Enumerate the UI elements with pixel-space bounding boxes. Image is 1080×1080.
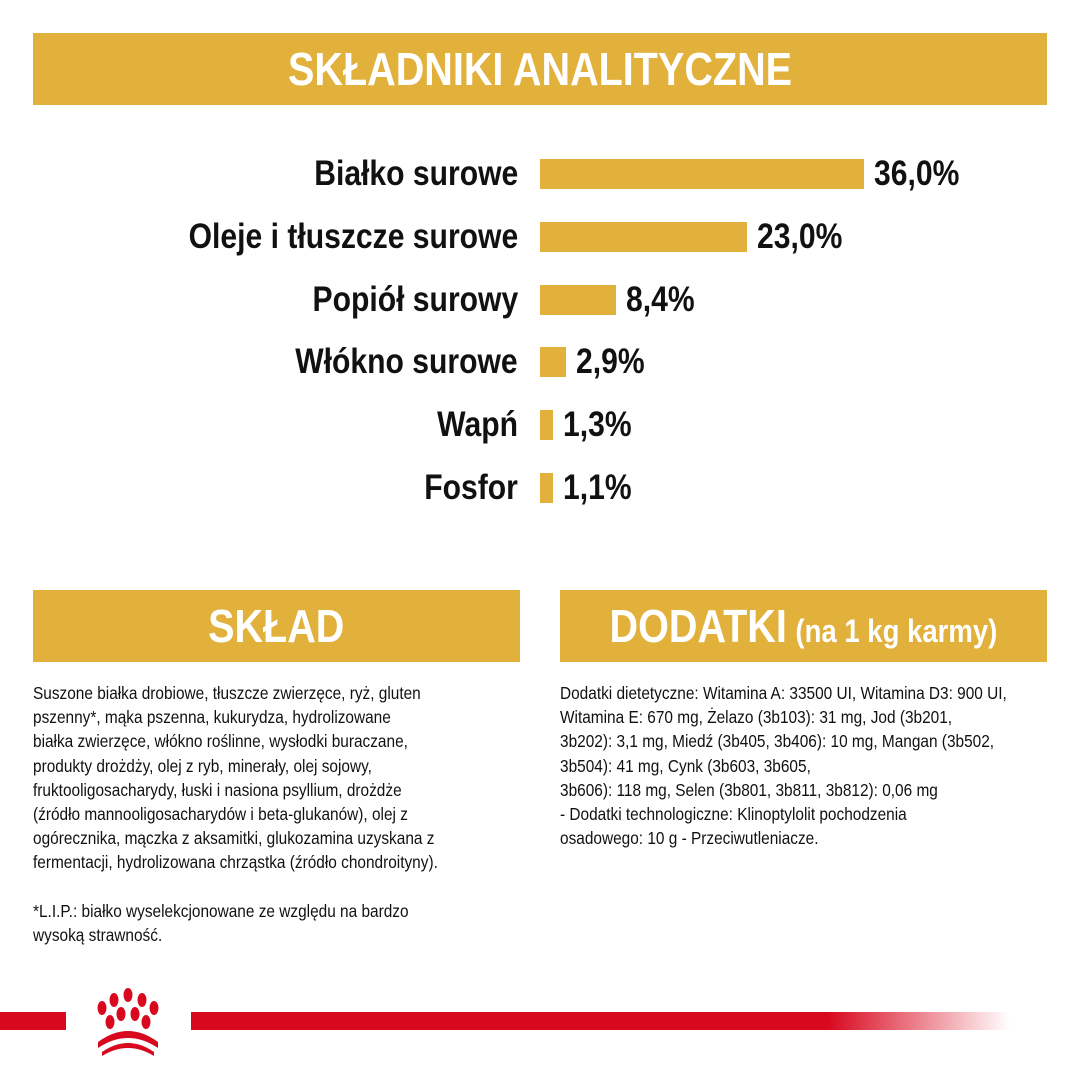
bar [540, 284, 616, 315]
bar [540, 410, 553, 441]
value-label: 8,4% [625, 279, 695, 319]
chart-row: Oleje i tłuszcze surowe 23,0% [0, 217, 1080, 257]
bar [540, 159, 864, 189]
value-label: 2,9% [576, 342, 645, 382]
composition-text: Suszone białka drobiowe, tłuszcze zwierz… [33, 681, 438, 875]
category-label: Wapń [437, 405, 518, 445]
category-label: Fosfor [424, 468, 518, 507]
value-label: 1,1% [563, 468, 632, 507]
composition-footnote: *L.I.P.: białko wyselekcjonowane ze wzgl… [33, 899, 409, 947]
bar [540, 473, 553, 503]
additives-title-wrap: DODATKI (na 1 kg karmy) [610, 599, 998, 653]
value-label: 23,0% [757, 216, 843, 256]
royal-canin-logo-icon [66, 982, 191, 1058]
text-line: Suszone białka drobiowe, tłuszcze zwierz… [33, 683, 421, 703]
additives-subtitle: (na 1 kg karmy) [795, 613, 998, 649]
value-label: 36,0% [874, 154, 960, 193]
additives-header: DODATKI (na 1 kg karmy) [560, 590, 1047, 662]
chart-row: Fosfor 1,1% [0, 468, 1080, 508]
value-label: 1,3% [563, 405, 632, 445]
text-line: fruktooligosacharydy, łuski i nasiona ps… [33, 779, 402, 800]
text-line: produkty drożdży, olej z ryb, minerały, … [33, 755, 372, 776]
composition-title: SKŁAD [208, 600, 345, 652]
text-line: pszenny*, mąka pszenna, kukurydza, hydro… [33, 707, 391, 728]
chart-row: Popiół surowy 8,4% [0, 280, 1080, 320]
text-line: fermentacji, hydrolizowana chrząstka (źr… [33, 852, 438, 873]
text-line: (źródło mannooligosacharydów i beta-gluk… [33, 803, 408, 824]
category-label: Białko surowe [313, 154, 518, 193]
composition-header: SKŁAD [33, 590, 520, 662]
additives-title: DODATKI [609, 600, 787, 652]
text-line: Dodatki dietetyczne: Witamina A: 33500 U… [560, 683, 1007, 703]
analytical-constituents-title: SKŁADNIKI ANALITYCZNE [287, 43, 793, 95]
text-line: 3b504): 41 mg, Cynk (3b603, 3b605, [560, 755, 811, 776]
chart-row: Białko surowe 36,0% [0, 154, 1080, 194]
text-line: 3b202): 3,1 mg, Miedź (3b405, 3b406): 10… [560, 731, 995, 752]
category-label: Oleje i tłuszcze surowe [188, 216, 518, 256]
additives-text: Dodatki dietetyczne: Witamina A: 33500 U… [560, 681, 1007, 850]
text-line: *L.I.P.: białko wyselekcjonowane ze wzgl… [33, 901, 409, 921]
text-line: - Dodatki technologiczne: Klinoptylolit … [560, 803, 907, 824]
analytical-constituents-header: SKŁADNIKI ANALITYCZNE [33, 33, 1047, 105]
text-line: osadowego: 10 g - Przeciwutleniacze. [560, 828, 819, 849]
bar [540, 221, 747, 252]
text-line: ogórecznika, mączka z aksamitki, glukoza… [33, 828, 435, 849]
text-line: białka zwierzęce, włókno roślinne, wysło… [33, 731, 408, 752]
text-line: Witamina E: 670 mg, Żelazo (3b103): 31 m… [560, 707, 953, 728]
text-line: wysoką strawność. [33, 925, 163, 946]
brand-red-line [0, 1012, 1010, 1030]
category-label: Popiół surowy [312, 279, 518, 319]
category-label: Włókno surowe [295, 342, 518, 382]
chart-row: Włókno surowe 2,9% [0, 342, 1080, 382]
text-line: 3b606): 118 mg, Selen (3b801, 3b811, 3b8… [560, 779, 938, 800]
chart-row: Wapń 1,3% [0, 405, 1080, 445]
bar [540, 347, 567, 378]
